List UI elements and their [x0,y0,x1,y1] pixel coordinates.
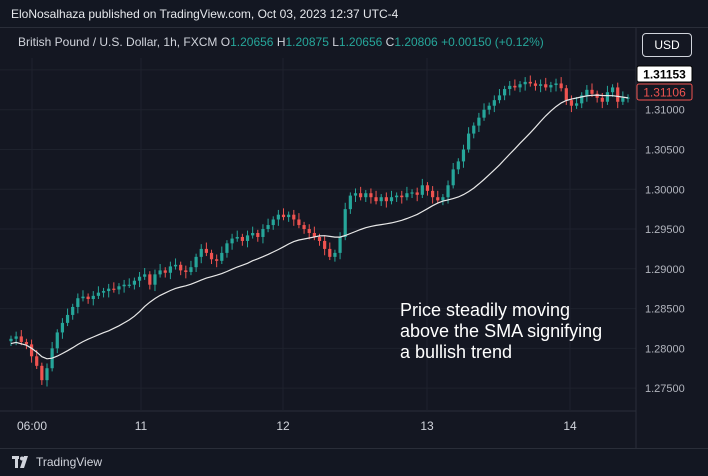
high-label: H [276,35,286,49]
chart-area[interactable] [0,28,708,448]
currency-button[interactable]: USD [642,33,692,57]
high-value: 1.20875 [285,35,329,49]
open-label: O [220,35,231,49]
tradingview-logo[interactable]: TradingView [12,455,102,469]
symbol-legend: British Pound / U.S. Dollar, 1h, FXCM O1… [18,35,544,49]
published-info: EloNosalhaza published on TradingView.co… [11,7,399,21]
publish-header: EloNosalhaza published on TradingView.co… [0,0,708,28]
low-label: L [332,35,339,49]
tradingview-icon [12,456,28,468]
close-value: 1.20806 [394,35,438,49]
open-value: 1.20656 [230,35,274,49]
low-value: 1.20656 [338,35,383,49]
symbol-name: British Pound / U.S. Dollar, 1h, FXCM [18,35,218,49]
tradingview-brand: TradingView [36,455,103,469]
change-value: +0.00150 (+0.12%) [441,35,544,49]
footer-bar: TradingView [0,448,708,476]
close-label: C [385,35,395,49]
